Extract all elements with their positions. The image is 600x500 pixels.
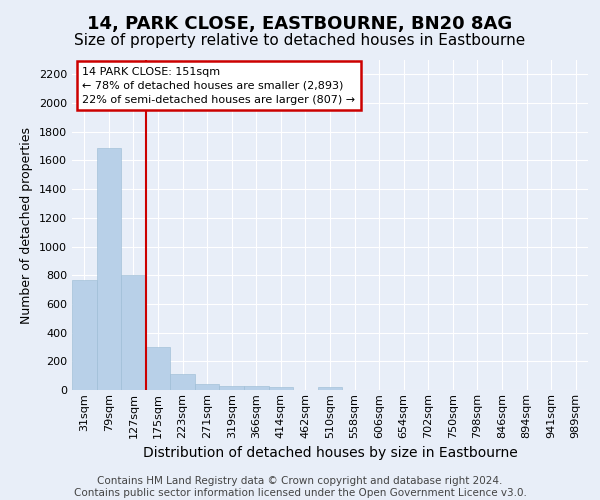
Bar bbox=[269, 387, 293, 390]
Bar bbox=[72, 280, 97, 390]
X-axis label: Distribution of detached houses by size in Eastbourne: Distribution of detached houses by size … bbox=[143, 446, 517, 460]
Text: 14, PARK CLOSE, EASTBOURNE, BN20 8AG: 14, PARK CLOSE, EASTBOURNE, BN20 8AG bbox=[88, 15, 512, 33]
Bar bbox=[170, 374, 195, 390]
Bar bbox=[195, 384, 220, 390]
Bar bbox=[97, 148, 121, 390]
Text: Contains HM Land Registry data © Crown copyright and database right 2024.
Contai: Contains HM Land Registry data © Crown c… bbox=[74, 476, 526, 498]
Y-axis label: Number of detached properties: Number of detached properties bbox=[20, 126, 34, 324]
Bar bbox=[146, 347, 170, 390]
Text: Size of property relative to detached houses in Eastbourne: Size of property relative to detached ho… bbox=[74, 32, 526, 48]
Bar bbox=[244, 386, 269, 390]
Bar bbox=[318, 387, 342, 390]
Bar bbox=[220, 386, 244, 390]
Bar bbox=[121, 275, 146, 390]
Text: 14 PARK CLOSE: 151sqm
← 78% of detached houses are smaller (2,893)
22% of semi-d: 14 PARK CLOSE: 151sqm ← 78% of detached … bbox=[82, 66, 355, 104]
